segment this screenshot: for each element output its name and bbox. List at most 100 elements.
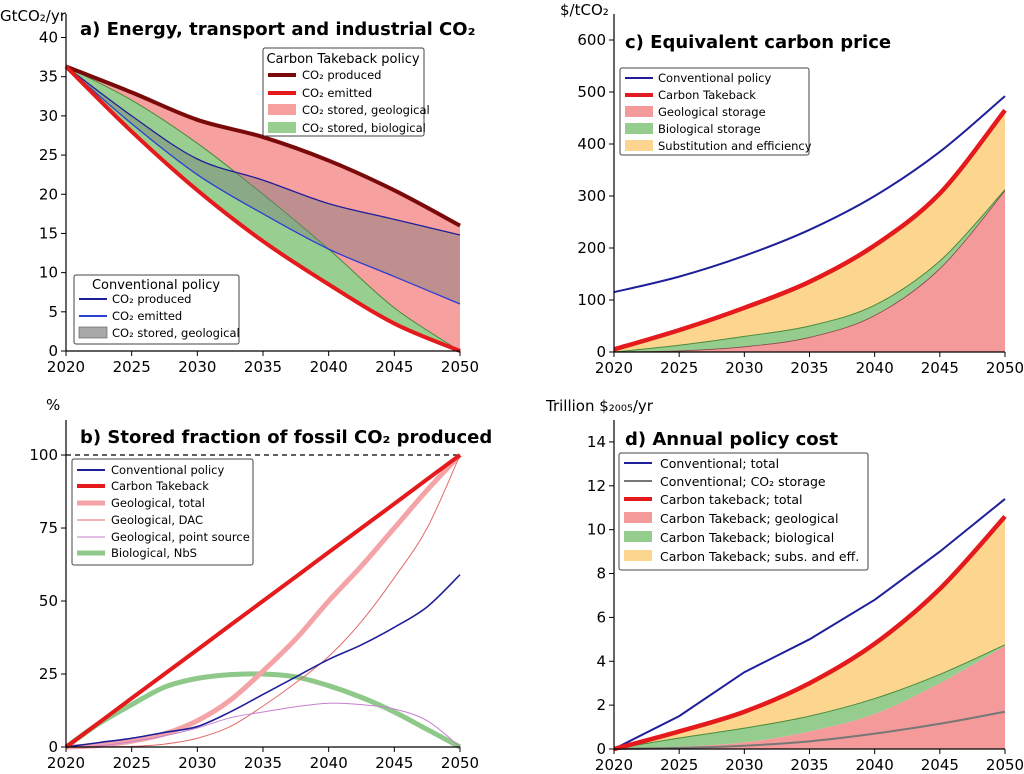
legend-d: Conventional; total Conventional; CO₂ sto… xyxy=(618,452,869,571)
panel-c-axes: 0 100 200 300 400 500 600 2020 2025 2030 2035 2040 2… xyxy=(577,14,1024,377)
legend-swatch-patch xyxy=(78,326,108,339)
x-tick-label: 2050 xyxy=(986,756,1024,774)
line-conventional-emitted xyxy=(65,66,461,305)
y-tick-label: 8 xyxy=(596,565,606,583)
x-tick-label: 2020 xyxy=(47,754,85,772)
legend-d-box xyxy=(618,452,869,571)
y-tick-label: 20 xyxy=(39,185,58,203)
legend-swatch-patch xyxy=(624,531,652,542)
x-tick-label: 2030 xyxy=(725,359,763,377)
panel-d-ylabel: Trillion $₂₀₀₅/yr xyxy=(545,397,654,415)
legend-title: Carbon Takeback policy xyxy=(266,52,419,67)
x-tick-label: 2050 xyxy=(441,358,479,376)
line-conventional-storage xyxy=(613,710,1006,750)
area-takeback-geological xyxy=(66,66,460,351)
x-tick-label: 2040 xyxy=(310,358,348,376)
y-tick-label: 25 xyxy=(39,146,58,164)
y-tick-label: 50 xyxy=(39,592,58,610)
panel-b-plot xyxy=(64,453,462,750)
x-tick-label: 2045 xyxy=(921,756,959,774)
x-tick-label: 2035 xyxy=(790,359,828,377)
line-carbon-takeback xyxy=(64,453,462,749)
legend-entry: Carbon Takeback xyxy=(111,479,209,493)
x-tick-label: 2025 xyxy=(113,754,151,772)
x-tick-label: 2035 xyxy=(790,756,828,774)
legend-c-box xyxy=(619,67,810,156)
y-tick-label: 14 xyxy=(587,433,606,451)
line-conventional-policy xyxy=(613,95,1006,294)
line-takeback-bio-boundary xyxy=(65,66,461,352)
y-tick-label: 10 xyxy=(587,521,606,539)
legend-entry: Conventional policy xyxy=(658,71,771,85)
legend-entry: Carbon Takeback; geological xyxy=(660,511,838,526)
x-tick-label: 2025 xyxy=(113,358,151,376)
legend-swatch-patch xyxy=(268,122,296,133)
legend-swatch-patch xyxy=(624,550,652,561)
x-tick-label: 2030 xyxy=(178,358,216,376)
legend-entry: Carbon Takeback; biological xyxy=(660,530,834,545)
y-tick-label: 100 xyxy=(577,291,606,309)
y-tick-label: 0 xyxy=(48,342,58,360)
line-biological-boundary xyxy=(613,644,1006,750)
y-tick-label: 0 xyxy=(596,740,606,758)
area-substitution-efficiency xyxy=(614,110,1005,352)
x-tick-label: 2020 xyxy=(595,359,633,377)
panel-c-ylabel: $/tCO₂ xyxy=(560,1,609,19)
y-tick-label: 25 xyxy=(39,665,58,683)
y-tick-label: 40 xyxy=(39,29,58,47)
legend-entry: CO₂ stored, geological xyxy=(302,103,430,117)
legend-entry: Biological storage xyxy=(658,122,761,136)
legend-entry: Carbon Takeback; subs. and eff. xyxy=(660,549,859,564)
x-tick-label: 2020 xyxy=(47,358,85,376)
legend-a-conventional-box xyxy=(73,274,240,345)
legend-c: Conventional policy Carbon Takeback Geolog… xyxy=(619,67,812,156)
y-tick-label: 0 xyxy=(48,738,58,756)
panel-d-plot xyxy=(613,498,1007,752)
y-tick-label: 35 xyxy=(39,68,58,86)
x-tick-label: 2050 xyxy=(986,359,1024,377)
y-tick-label: 100 xyxy=(29,446,58,464)
area-takeback-geological xyxy=(614,645,1005,749)
legend-entry: CO₂ emitted xyxy=(112,309,182,323)
legend-entry: Geological, DAC xyxy=(111,513,203,527)
legend-entry: Conventional policy xyxy=(111,463,224,477)
panel-a-plot xyxy=(64,64,461,353)
legend-swatch-patch xyxy=(624,512,652,523)
y-tick-label: 30 xyxy=(39,107,58,125)
x-tick-label: 2040 xyxy=(856,359,894,377)
y-tick-label: 500 xyxy=(577,83,606,101)
panel-d-axes: 0 2 4 6 8 10 12 14 2020 2025 2030 2035 2040 2045 2050 xyxy=(587,420,1024,774)
y-tick-label: 200 xyxy=(577,239,606,257)
legend-swatch-patch xyxy=(625,123,653,134)
y-tick-label: 6 xyxy=(596,608,606,626)
x-tick-label: 2025 xyxy=(660,756,698,774)
line-takeback-produced xyxy=(65,64,461,228)
legend-entry: CO₂ produced xyxy=(112,292,191,306)
y-tick-label: 15 xyxy=(39,224,58,242)
y-tick-label: 400 xyxy=(577,135,606,153)
panel-c-plot xyxy=(613,95,1007,353)
legend-title: Conventional policy xyxy=(92,278,220,293)
x-tick-label: 2045 xyxy=(375,754,413,772)
y-tick-label: 5 xyxy=(48,303,58,321)
x-tick-label: 2030 xyxy=(725,756,763,774)
y-tick-label: 600 xyxy=(577,31,606,49)
legend-entry: CO₂ stored, geological xyxy=(112,326,240,340)
x-tick-label: 2025 xyxy=(660,359,698,377)
y-tick-label: 2 xyxy=(596,696,606,714)
line-geological-boundary xyxy=(613,190,1006,353)
legend-entry: Geological, point source xyxy=(111,530,250,544)
legend-entry: Carbon Takeback xyxy=(658,88,756,102)
x-tick-label: 2040 xyxy=(856,756,894,774)
line-carbon-takeback xyxy=(613,108,1007,352)
y-tick-label: 75 xyxy=(39,519,58,537)
legend-b: Conventional policy Carbon Takeback Geolog… xyxy=(71,458,254,566)
legend-entry: Carbon takeback; total xyxy=(660,492,803,507)
y-tick-label: 0 xyxy=(596,343,606,361)
legend-entry: Conventional; total xyxy=(660,456,779,471)
area-takeback-biological xyxy=(614,644,1005,749)
area-takeback-subs-eff xyxy=(614,516,1005,749)
